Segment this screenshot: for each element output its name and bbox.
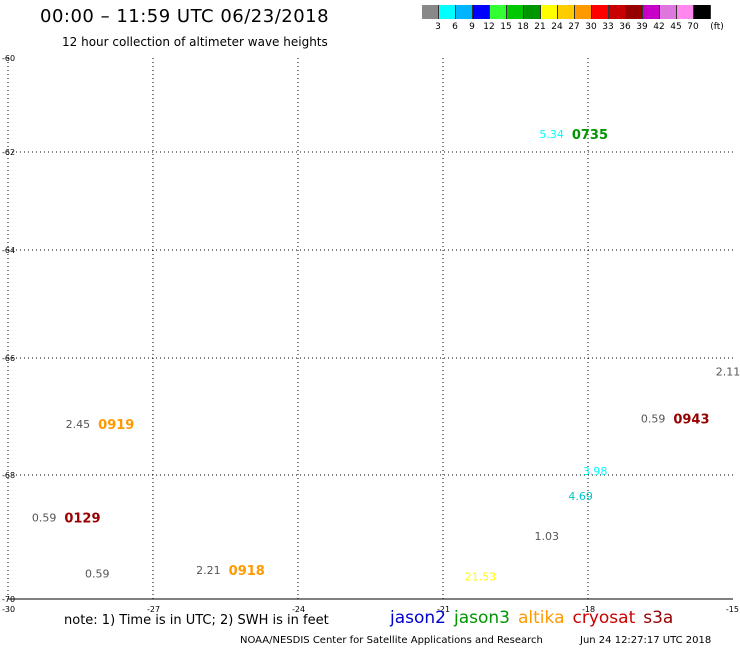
legend-swatch [524, 5, 541, 19]
satellite-label-altika: altika [518, 608, 565, 628]
legend-label: 6 [452, 22, 458, 32]
legend-label: 42 [653, 22, 665, 32]
observation-point: 2.45 0919 [66, 418, 135, 433]
observation-point: 3.98 [583, 465, 608, 478]
observation-point: 0.59 0129 [32, 512, 101, 527]
observation-point: 5.34 0735 [539, 128, 608, 143]
footer-credit: NOAA/NESDIS Center for Satellite Applica… [240, 635, 543, 646]
observation-point: 2.21 0918 [196, 564, 265, 579]
swh-value: 2.21 [196, 564, 221, 577]
obs-time: 0918 [229, 564, 265, 579]
lon-tick-label: -18 [582, 605, 595, 614]
legend-label: 39 [636, 22, 648, 32]
swh-value: 2.11 [716, 366, 740, 379]
legend-swatch [592, 5, 609, 19]
swh-value: 0.59 [85, 567, 110, 580]
page-subtitle: 12 hour collection of altimeter wave hei… [62, 35, 328, 49]
observation-point: 2.110 [716, 366, 740, 379]
satellite-legend: jason2 jason3 altika cryosat s3a [390, 608, 681, 628]
legend-swatch [439, 5, 456, 19]
legend-label: 24 [551, 22, 563, 32]
legend-label: 33 [602, 22, 614, 32]
legend-label: 3 [435, 22, 441, 32]
legend-label: 36 [619, 22, 631, 32]
legend-swatch [677, 5, 694, 19]
swh-value: 5.34 [539, 128, 564, 141]
legend-swatch [456, 5, 473, 19]
page-title: 00:00 – 11:59 UTC 06/23/2018 [40, 6, 330, 27]
swh-value: 3.98 [583, 465, 608, 478]
observation-point: 21.53 [465, 570, 497, 583]
swh-value: 4.69 [568, 490, 593, 503]
observation-point: 0.59 [85, 567, 110, 580]
legend-label: 12 [483, 22, 495, 32]
map-tick-labels: -30 -27 -24 -21 -18 -15 -60 -62 -64 -66 -68 -70 [2, 54, 739, 614]
satellite-label-s3a: s3a [643, 608, 674, 628]
lat-tick-label: -62 [2, 148, 15, 157]
legend-label: 30 [585, 22, 597, 32]
lat-tick-label: -68 [2, 471, 15, 480]
lat-tick-label: -66 [2, 354, 15, 363]
legend-label: 9 [469, 22, 475, 32]
obs-time: 0735 [572, 128, 608, 143]
map-grid [7, 58, 733, 600]
legend-unit: (ft) [710, 22, 724, 32]
legend-label: 21 [534, 22, 546, 32]
obs-time: 0129 [64, 512, 100, 527]
observation-point: 0.59 0943 [641, 412, 710, 427]
legend-swatch [643, 5, 660, 19]
observation-point: 1.03 [535, 530, 560, 543]
legend-swatch [626, 5, 643, 19]
satellite-label-jason2: jason2 [390, 608, 446, 628]
observation-point: 4.69 [568, 490, 593, 503]
swh-value: 0.59 [32, 512, 57, 525]
legend-swatch [422, 5, 439, 19]
legend-label: 15 [500, 22, 512, 32]
legend-swatch [694, 5, 711, 19]
legend-swatch [473, 5, 490, 19]
legend-swatches [422, 5, 711, 19]
legend-label: 27 [568, 22, 580, 32]
lon-tick-label: -15 [726, 605, 739, 614]
satellite-label-cryosat: cryosat [572, 608, 636, 628]
legend-swatch [558, 5, 575, 19]
obs-time: 0943 [673, 412, 709, 427]
swh-value: 2.45 [66, 418, 91, 431]
lon-tick-label: -30 [2, 605, 15, 614]
swh-value: 1.03 [535, 530, 560, 543]
lon-tick-label: -24 [292, 605, 305, 614]
lon-tick-label: -27 [147, 605, 160, 614]
lat-tick-label: -60 [2, 54, 15, 63]
legend-labels: 3 6 9 12 15 18 21 24 27 30 33 36 39 42 45 70 (ft) [422, 22, 740, 34]
lat-tick-label: -70 [2, 595, 15, 604]
legend-swatch [609, 5, 626, 19]
legend-label: 18 [517, 22, 529, 32]
swh-value: 0.59 [641, 412, 666, 425]
footer-timestamp: Jun 24 12:27:17 UTC 2018 [580, 635, 712, 646]
map-observations: 5.34 0735 2.110 0.59 0943 2.45 0919 3.98 4.69 0.5… [32, 128, 740, 584]
lon-tick-label: -21 [437, 605, 450, 614]
legend-swatch [490, 5, 507, 19]
color-legend: 3 6 9 12 15 18 21 24 27 30 33 36 39 42 45 70 (ft) [422, 5, 724, 32]
legend-swatch [575, 5, 592, 19]
legend-label: 70 [687, 22, 699, 32]
legend-swatch [541, 5, 558, 19]
lat-tick-label: -64 [2, 246, 15, 255]
legend-swatch [507, 5, 524, 19]
legend-label: 45 [670, 22, 682, 32]
swh-value: 21.53 [465, 570, 497, 583]
footer-note: note: 1) Time is in UTC; 2) SWH is in fe… [64, 613, 329, 628]
satellite-label-jason3: jason3 [454, 608, 510, 628]
obs-time: 0919 [98, 418, 134, 433]
legend-swatch [660, 5, 677, 19]
